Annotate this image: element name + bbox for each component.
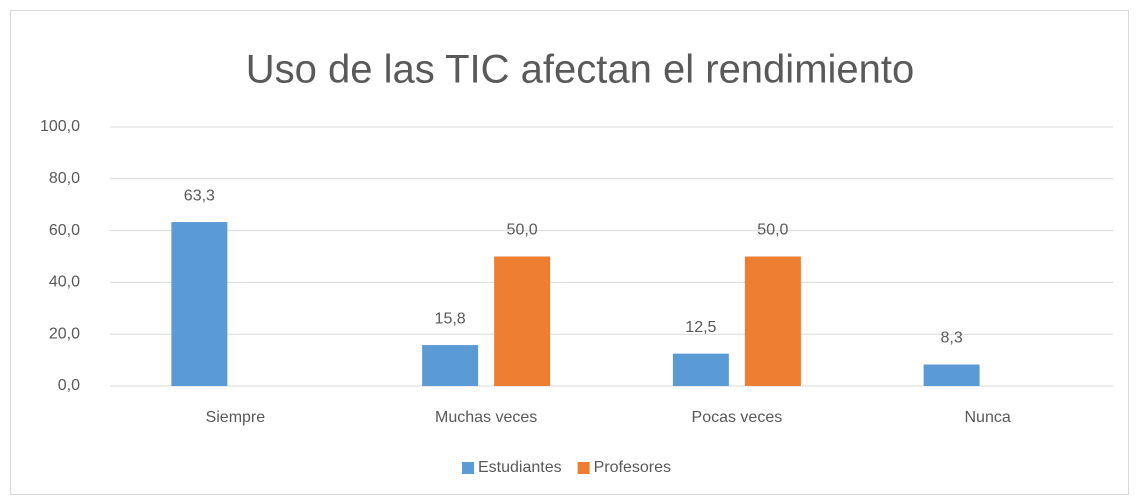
data-label: 50,0 [507,222,538,239]
bar [744,256,801,386]
legend-label: Estudiantes [478,459,562,476]
chart-title: Uso de las TIC afectan el rendimiento [246,48,915,92]
x-tick-label: Nunca [965,409,1011,426]
bar [422,345,479,386]
y-tick-label: 40,0 [49,274,80,291]
data-label: 8,3 [941,330,963,347]
x-tick-label: Siempre [206,409,266,426]
y-tick-label: 80,0 [49,170,80,187]
data-label: 50,0 [757,222,788,239]
data-label: 15,8 [435,310,466,327]
y-tick-label: 60,0 [49,222,80,239]
bar [923,364,980,386]
legend-label: Profesores [594,459,671,476]
bar [171,222,228,386]
bar [494,256,551,386]
data-label: 12,5 [685,319,716,336]
legend-swatch [577,462,590,474]
y-tick-label: 100,0 [40,118,80,135]
data-label: 63,3 [184,187,215,204]
y-tick-label: 0,0 [58,377,80,394]
legend-swatch [462,462,474,474]
bar [672,353,729,386]
x-tick-label: Pocas veces [692,409,783,426]
y-tick-label: 20,0 [49,325,80,342]
x-tick-label: Muchas veces [435,409,537,426]
